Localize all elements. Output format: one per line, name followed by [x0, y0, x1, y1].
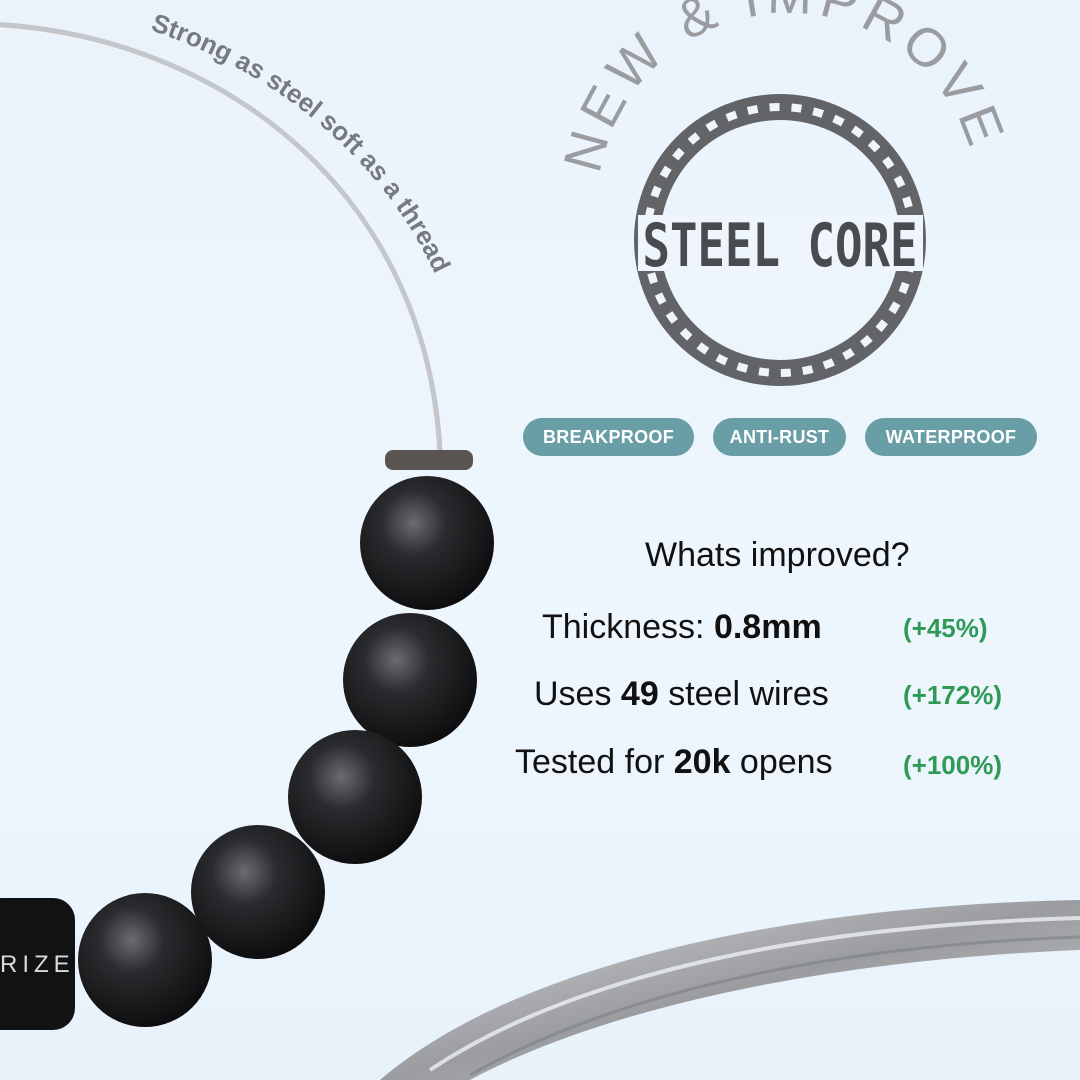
- row-label: Tested for: [515, 743, 674, 781]
- change-badge: (+45%): [903, 613, 988, 643]
- change-badge: (+100%): [903, 750, 1002, 780]
- row-suffix: opens: [730, 743, 833, 781]
- bead: [288, 730, 422, 864]
- improvement-row: Thickness: 0.8mm: [542, 608, 822, 647]
- clasp-logo: RIZE: [0, 951, 75, 978]
- improvements-heading: Whats improved?: [645, 536, 910, 574]
- steel-wire: [0, 22, 443, 461]
- wire-caption: Strong as steel soft as a thread: [148, 7, 457, 277]
- improvement-row: Tested for 20k opens: [515, 743, 833, 782]
- row-suffix: steel wires: [658, 675, 829, 713]
- bead: [78, 893, 212, 1027]
- steel-cable: [380, 900, 1080, 1080]
- clasp: [0, 898, 75, 1030]
- change-badge: (+172%): [903, 680, 1002, 710]
- row-value: 49: [620, 675, 659, 713]
- row-value: 20k: [673, 743, 731, 781]
- badge-logo-text: STEEL CORE: [643, 211, 918, 281]
- improvement-row: Uses 49 steel wires: [534, 675, 829, 714]
- end-cap: [385, 450, 473, 470]
- bead: [360, 476, 494, 610]
- tag-waterproof: WATERPROOF: [865, 418, 1037, 456]
- row-value: 0.8mm: [713, 608, 822, 646]
- tag-anti-rust: ANTI-RUST: [713, 418, 846, 456]
- tag-breakproof: BREAKPROOF: [523, 418, 694, 456]
- row-label: Uses: [534, 675, 621, 713]
- bead: [343, 613, 477, 747]
- bead: [191, 825, 325, 959]
- row-label: Thickness:: [542, 608, 714, 646]
- beads: [78, 476, 494, 1027]
